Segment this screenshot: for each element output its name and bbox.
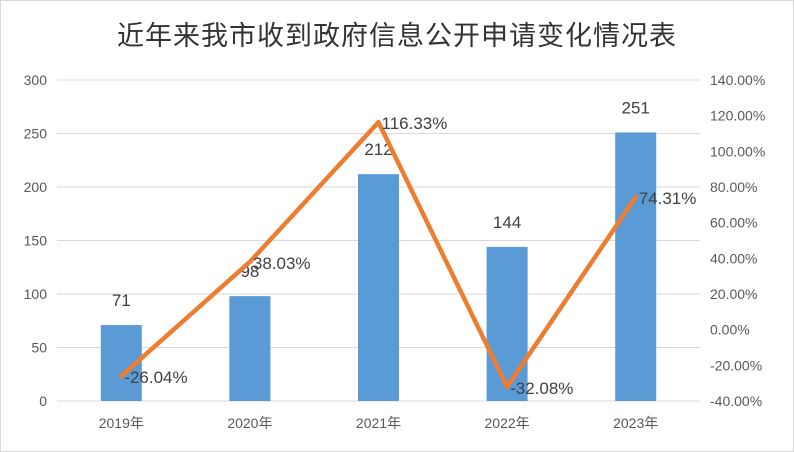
x-tick-label: 2020年 — [227, 415, 272, 431]
bar — [486, 246, 528, 401]
line-point — [247, 259, 253, 265]
y-left-tick-label: 50 — [31, 340, 47, 356]
bar — [358, 174, 399, 401]
y-right-tick-label: 120.00% — [710, 108, 765, 124]
bar-value-label: 71 — [112, 291, 131, 310]
bar-value-label: 251 — [622, 98, 650, 117]
y-right-tick-label: 80.00% — [710, 179, 757, 195]
chart-title: 近年来我市收到政府信息公开申请变化情况表 — [117, 21, 677, 52]
y-left-tick-label: 200 — [24, 179, 48, 195]
line-value-label: 74.31% — [639, 189, 697, 208]
y-left-tick-label: 250 — [24, 126, 48, 142]
bar — [615, 132, 657, 401]
bar-value-label: 144 — [493, 213, 521, 232]
line-value-label: 38.03% — [253, 254, 311, 273]
y-right-tick-label: -40.00% — [710, 393, 762, 409]
line-point — [376, 120, 381, 125]
y-right-tick-label: 0.00% — [710, 322, 750, 338]
y-right-tick-label: 60.00% — [710, 215, 757, 231]
y-left-tick-label: 0 — [39, 393, 47, 409]
line-point — [119, 373, 124, 379]
line-point — [504, 384, 510, 390]
y-right-tick-label: 140.00% — [710, 72, 765, 88]
line-value-label: -32.08% — [510, 379, 573, 398]
x-tick-label: 2022年 — [485, 415, 530, 431]
bar — [229, 296, 271, 401]
x-tick-label: 2023年 — [613, 415, 658, 431]
y-left-tick-label: 300 — [24, 72, 48, 88]
y-right-tick-label: 100.00% — [710, 143, 765, 159]
line-point — [633, 194, 638, 200]
x-tick-label: 2021年 — [356, 415, 401, 431]
bar-value-label: 212 — [364, 140, 392, 159]
x-tick-label: 2019年 — [99, 415, 144, 431]
y-left-tick-label: 100 — [24, 286, 48, 302]
y-right-tick-label: 20.00% — [710, 286, 757, 302]
y-left-tick-label: 150 — [24, 233, 48, 249]
y-right-tick-label: -20.00% — [710, 357, 762, 373]
y-right-tick-label: 40.00% — [710, 250, 757, 266]
line-value-label: -26.04% — [124, 368, 187, 387]
line-value-label: 116.33% — [382, 114, 448, 133]
